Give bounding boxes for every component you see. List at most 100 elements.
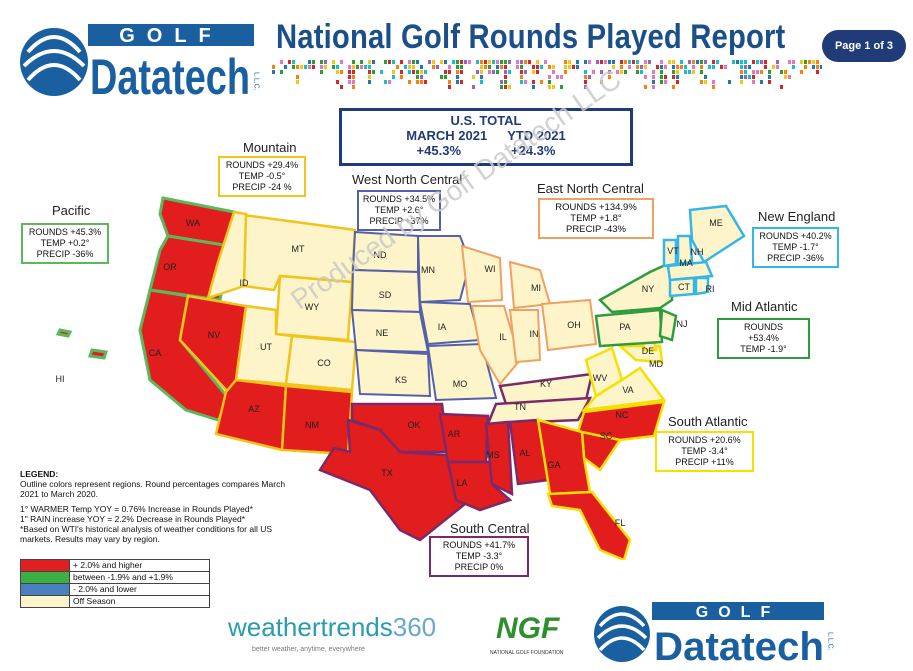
legend-table: + 2.0% and higher between -1.9% and +1.9%… <box>20 559 210 608</box>
pixel-cell <box>540 65 543 69</box>
pixel-cell <box>444 70 447 74</box>
state-label-nj: NJ <box>677 319 688 329</box>
pixel-cell <box>628 60 631 64</box>
pixel-cell <box>616 70 619 74</box>
state-label-ia: IA <box>438 322 447 332</box>
pixel-cell <box>792 60 795 64</box>
pixel-cell <box>676 75 679 79</box>
pixel-cell <box>544 60 547 64</box>
state-label-tn: TN <box>514 402 526 412</box>
ma-rounds-value: +53.4% <box>748 333 779 343</box>
mountain-rounds: ROUNDS +29.4% <box>225 160 299 170</box>
pixel-cell <box>684 70 687 74</box>
state-label-nv: NV <box>208 330 221 340</box>
south-central-stats-box: ROUNDS +41.7% TEMP -3.3° PRECIP 0% <box>429 536 529 577</box>
pixel-cell <box>552 70 555 74</box>
pixel-cell <box>672 70 675 74</box>
pixel-cell <box>412 70 415 74</box>
pixel-cell <box>292 60 295 64</box>
legend-label: between -1.9% and +1.9% <box>73 572 173 582</box>
pixel-cell <box>516 60 519 64</box>
state-label-mt: MT <box>292 244 305 254</box>
pixel-cell <box>448 80 451 84</box>
wt-logo-text: weathertrends <box>228 612 393 642</box>
pixel-cell <box>572 65 575 69</box>
page-badge[interactable]: Page 1 of 3 <box>822 30 906 62</box>
pixel-cell <box>760 70 763 74</box>
pixel-cell <box>500 65 503 69</box>
pixel-cell <box>352 60 355 64</box>
pixel-cell <box>568 60 571 64</box>
pixel-cell <box>672 65 675 69</box>
east-north-central-stats-box: ROUNDS +134.9% TEMP +1.8° PRECIP -43% <box>538 198 654 239</box>
pixel-cell <box>348 80 351 84</box>
pixel-cell <box>692 70 695 74</box>
pixel-cell <box>608 75 611 79</box>
pixel-cell <box>672 60 675 64</box>
pixel-cell <box>556 75 559 79</box>
pixel-cell <box>668 60 671 64</box>
state-label-me: ME <box>709 218 723 228</box>
state-tx <box>318 418 472 542</box>
pixel-cell <box>644 65 647 69</box>
pixel-cell <box>568 65 571 69</box>
mountain-temp: TEMP -0.5° <box>238 171 286 181</box>
state-label-sd: SD <box>379 290 392 300</box>
pixel-cell <box>584 60 587 64</box>
logo-bottom-golf-text: GOLF <box>696 604 780 621</box>
legend-line-2: 1° WARMER Temp YOY = 0.76% Increase in R… <box>20 504 253 514</box>
wnc-temp: TEMP +2.6° <box>374 205 424 215</box>
pixel-cell <box>648 60 651 64</box>
pixel-cell <box>300 65 303 69</box>
pixel-cell <box>768 70 771 74</box>
state-label-ms: MS <box>486 450 500 460</box>
pixel-cell <box>364 65 367 69</box>
pixel-cell <box>700 70 703 74</box>
pixel-cell <box>760 80 763 84</box>
mountain-precip: PRECIP -24 % <box>232 182 292 192</box>
pixel-cell <box>768 80 771 84</box>
pixel-cell <box>764 60 767 64</box>
pixel-cell <box>384 80 387 84</box>
region-mountain <box>178 210 358 456</box>
pixel-cell <box>424 80 427 84</box>
pixel-cell <box>816 70 819 74</box>
pixel-cell <box>548 80 551 84</box>
pixel-cell <box>656 65 659 69</box>
pixel-cell <box>296 65 299 69</box>
legend-swatch <box>21 596 70 607</box>
legend-heading: LEGEND: <box>20 469 59 479</box>
pixel-cell <box>664 65 667 69</box>
sc-temp: TEMP -3.3° <box>455 551 503 561</box>
pixel-cell <box>348 75 351 79</box>
state-label-pa: PA <box>619 322 630 332</box>
pixel-cell <box>652 80 655 84</box>
pixel-cell <box>620 65 623 69</box>
pixel-cell <box>768 75 771 79</box>
pixel-cell <box>720 65 723 69</box>
pixel-cell <box>496 70 499 74</box>
state-label-hi: HI <box>56 374 65 384</box>
legend-row: between -1.9% and +1.9% <box>20 572 210 584</box>
pixel-cell <box>416 80 419 84</box>
pixel-cell <box>408 65 411 69</box>
pixel-cell <box>380 70 383 74</box>
state-fl <box>546 490 632 560</box>
enc-rounds: ROUNDS +134.9% <box>555 202 637 213</box>
pixel-cell <box>752 60 755 64</box>
pacific-precip: PRECIP -36% <box>36 249 94 259</box>
state-oh <box>540 298 598 352</box>
pixel-cell <box>752 70 755 74</box>
pixel-cell <box>296 75 299 79</box>
pixel-cell <box>488 60 491 64</box>
pixel-cell <box>624 70 627 74</box>
pixel-cell <box>780 85 783 89</box>
pixel-cell <box>712 60 715 64</box>
pixel-cell <box>644 75 647 79</box>
pixel-cell <box>352 65 355 69</box>
pixel-cell <box>536 60 539 64</box>
pixel-cell <box>508 70 511 74</box>
state-az <box>214 378 288 452</box>
legend-notes: LEGEND: Outline colors represent regions… <box>20 469 320 544</box>
state-in <box>508 309 542 364</box>
